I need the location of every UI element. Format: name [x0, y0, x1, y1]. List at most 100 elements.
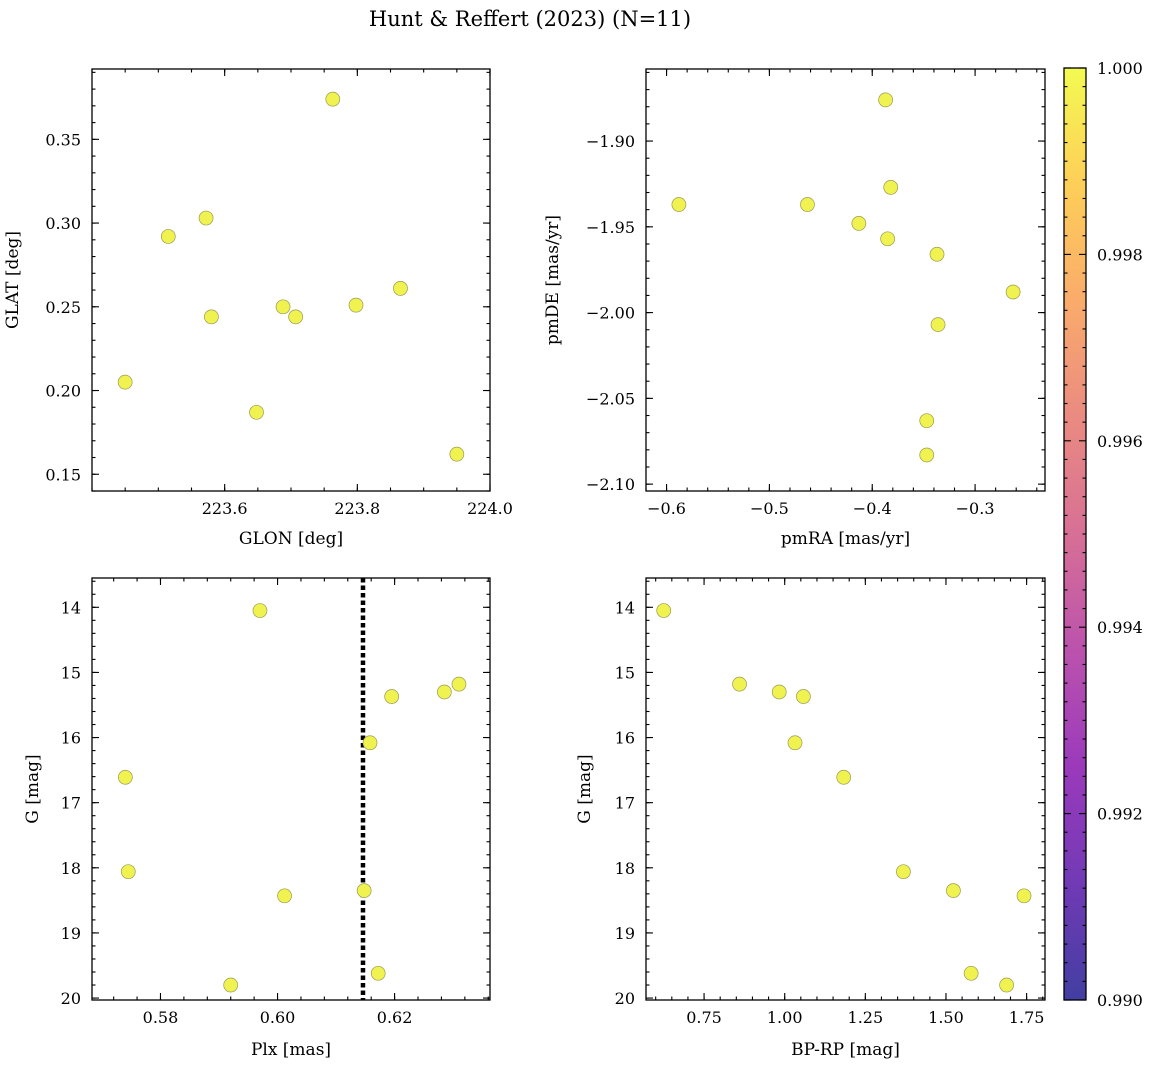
data-point [930, 317, 946, 332]
y-axis-label: GLAT [deg] [3, 231, 23, 329]
data-point [118, 769, 133, 785]
data-point [800, 197, 815, 212]
data-point [393, 281, 408, 296]
data-point [120, 864, 136, 880]
x-tick-label: 1.00 [767, 1008, 803, 1027]
x-tick-label: 223.8 [334, 499, 380, 518]
y-tick-label: 19 [615, 924, 635, 943]
data-point [896, 864, 911, 880]
data-point [277, 888, 292, 904]
data-point [883, 180, 899, 195]
data-point [275, 299, 291, 315]
data-point [449, 446, 465, 462]
y-tick-label: 18 [61, 859, 81, 878]
data-point [436, 684, 452, 700]
x-tick-label: 0.75 [686, 1008, 722, 1027]
data-point [223, 977, 239, 993]
data-point [880, 231, 896, 247]
data-point [370, 965, 386, 981]
panel-3: 0.58 0.60 0.62 14 15 16 17 18 19 20 Plx [mas] G [ma… [23, 577, 491, 1060]
data-point [288, 309, 303, 325]
x-tick-label: 0.58 [143, 1008, 179, 1027]
y-tick-label: 0.35 [45, 130, 81, 149]
x-tick-label: 1.75 [1009, 1008, 1045, 1027]
panel-1: 223.6 223.8 224.0 0.15 0.20 0.25 0.30 0.35 GLON … [3, 68, 513, 549]
x-tick-label: −0.3 [956, 499, 995, 518]
data-point [1005, 284, 1021, 300]
x-tick-label: −0.5 [750, 499, 789, 518]
data-point [362, 735, 378, 751]
data-point [851, 216, 867, 231]
y-tick-label: −2.00 [586, 304, 635, 323]
y-tick-label: 16 [61, 729, 81, 748]
y-tick-label: 0.20 [45, 382, 81, 401]
axes-frame [645, 68, 1046, 492]
x-axis-label: BP-RP [mag] [791, 1040, 900, 1060]
data-point [656, 603, 672, 618]
x-tick-label: 0.60 [260, 1008, 296, 1027]
y-tick-label: −2.05 [586, 389, 635, 408]
x-axis-label: pmRA [mas/yr] [781, 529, 910, 549]
y-tick-label: 0.30 [45, 214, 81, 233]
colorbar-tick-label: 0.994 [1097, 618, 1143, 637]
colorbar: 0.990 0.992 0.994 0.996 0.998 1.000 [1063, 59, 1143, 1010]
y-tick-label: 19 [61, 924, 81, 943]
colorbar-tick-label: 0.996 [1097, 432, 1143, 451]
data-point [836, 769, 852, 785]
data-point [204, 309, 219, 325]
axes-frame [645, 577, 1046, 1001]
y-tick-label: 18 [615, 859, 635, 878]
x-tick-label: 223.6 [202, 499, 248, 518]
figure-title: Hunt & Reffert (2023) (N=11) [369, 7, 691, 31]
data-point [946, 883, 961, 898]
colorbar-tick-label: 1.000 [1097, 59, 1143, 78]
data-point [348, 297, 364, 313]
x-axis-label: Plx [mas] [251, 1040, 331, 1060]
colorbar-tick-label: 0.992 [1097, 805, 1143, 824]
data-point [787, 735, 803, 751]
colorbar-gradient [1064, 68, 1086, 1000]
x-tick-label: 1.25 [848, 1008, 884, 1027]
y-tick-label: 15 [61, 663, 81, 682]
data-point [878, 92, 893, 108]
y-tick-label: 20 [61, 989, 81, 1008]
x-tick-label: −0.4 [853, 499, 892, 518]
panel-4: 0.75 1.00 1.25 1.50 1.75 14 15 16 17 18 19 20 BP-RP … [575, 577, 1046, 1060]
data-point [796, 689, 811, 704]
y-tick-label: 14 [615, 598, 635, 617]
data-point [117, 374, 133, 390]
x-tick-label: 1.50 [928, 1008, 964, 1027]
y-axis-label: G [mag] [575, 754, 595, 823]
y-axis-label: G [mag] [23, 754, 43, 823]
y-tick-label: 15 [615, 663, 635, 682]
data-point [929, 246, 945, 262]
panel-2: −0.6 −0.5 −0.4 −0.3 −2.10 −2.05 −2.00 −1.95 −1.9… [543, 68, 1046, 549]
data-point [732, 676, 747, 692]
data-point [771, 684, 787, 700]
x-tick-label: 224.0 [467, 499, 513, 518]
data-point [384, 689, 400, 704]
x-tick-label: 0.62 [377, 1008, 413, 1027]
y-tick-label: 17 [615, 794, 635, 813]
data-point [999, 977, 1014, 993]
y-tick-label: 0.15 [45, 465, 81, 484]
data-point [160, 229, 176, 244]
y-tick-label: −2.10 [586, 475, 635, 494]
x-axis-label: GLON [deg] [239, 529, 343, 549]
data-point [963, 965, 979, 981]
y-tick-label: 0.25 [45, 298, 81, 317]
data-point [671, 197, 687, 212]
data-point [919, 413, 935, 429]
data-point [252, 603, 268, 618]
data-point [249, 404, 264, 420]
y-tick-label: −1.90 [586, 132, 635, 151]
y-tick-label: 20 [615, 989, 635, 1008]
colorbar-tick-label: 0.998 [1097, 245, 1143, 264]
y-tick-label: 17 [61, 794, 81, 813]
y-tick-label: 14 [61, 598, 81, 617]
data-point [451, 676, 467, 692]
axes-frame [91, 68, 491, 492]
axes-frame [91, 577, 491, 1001]
data-point [198, 210, 214, 226]
